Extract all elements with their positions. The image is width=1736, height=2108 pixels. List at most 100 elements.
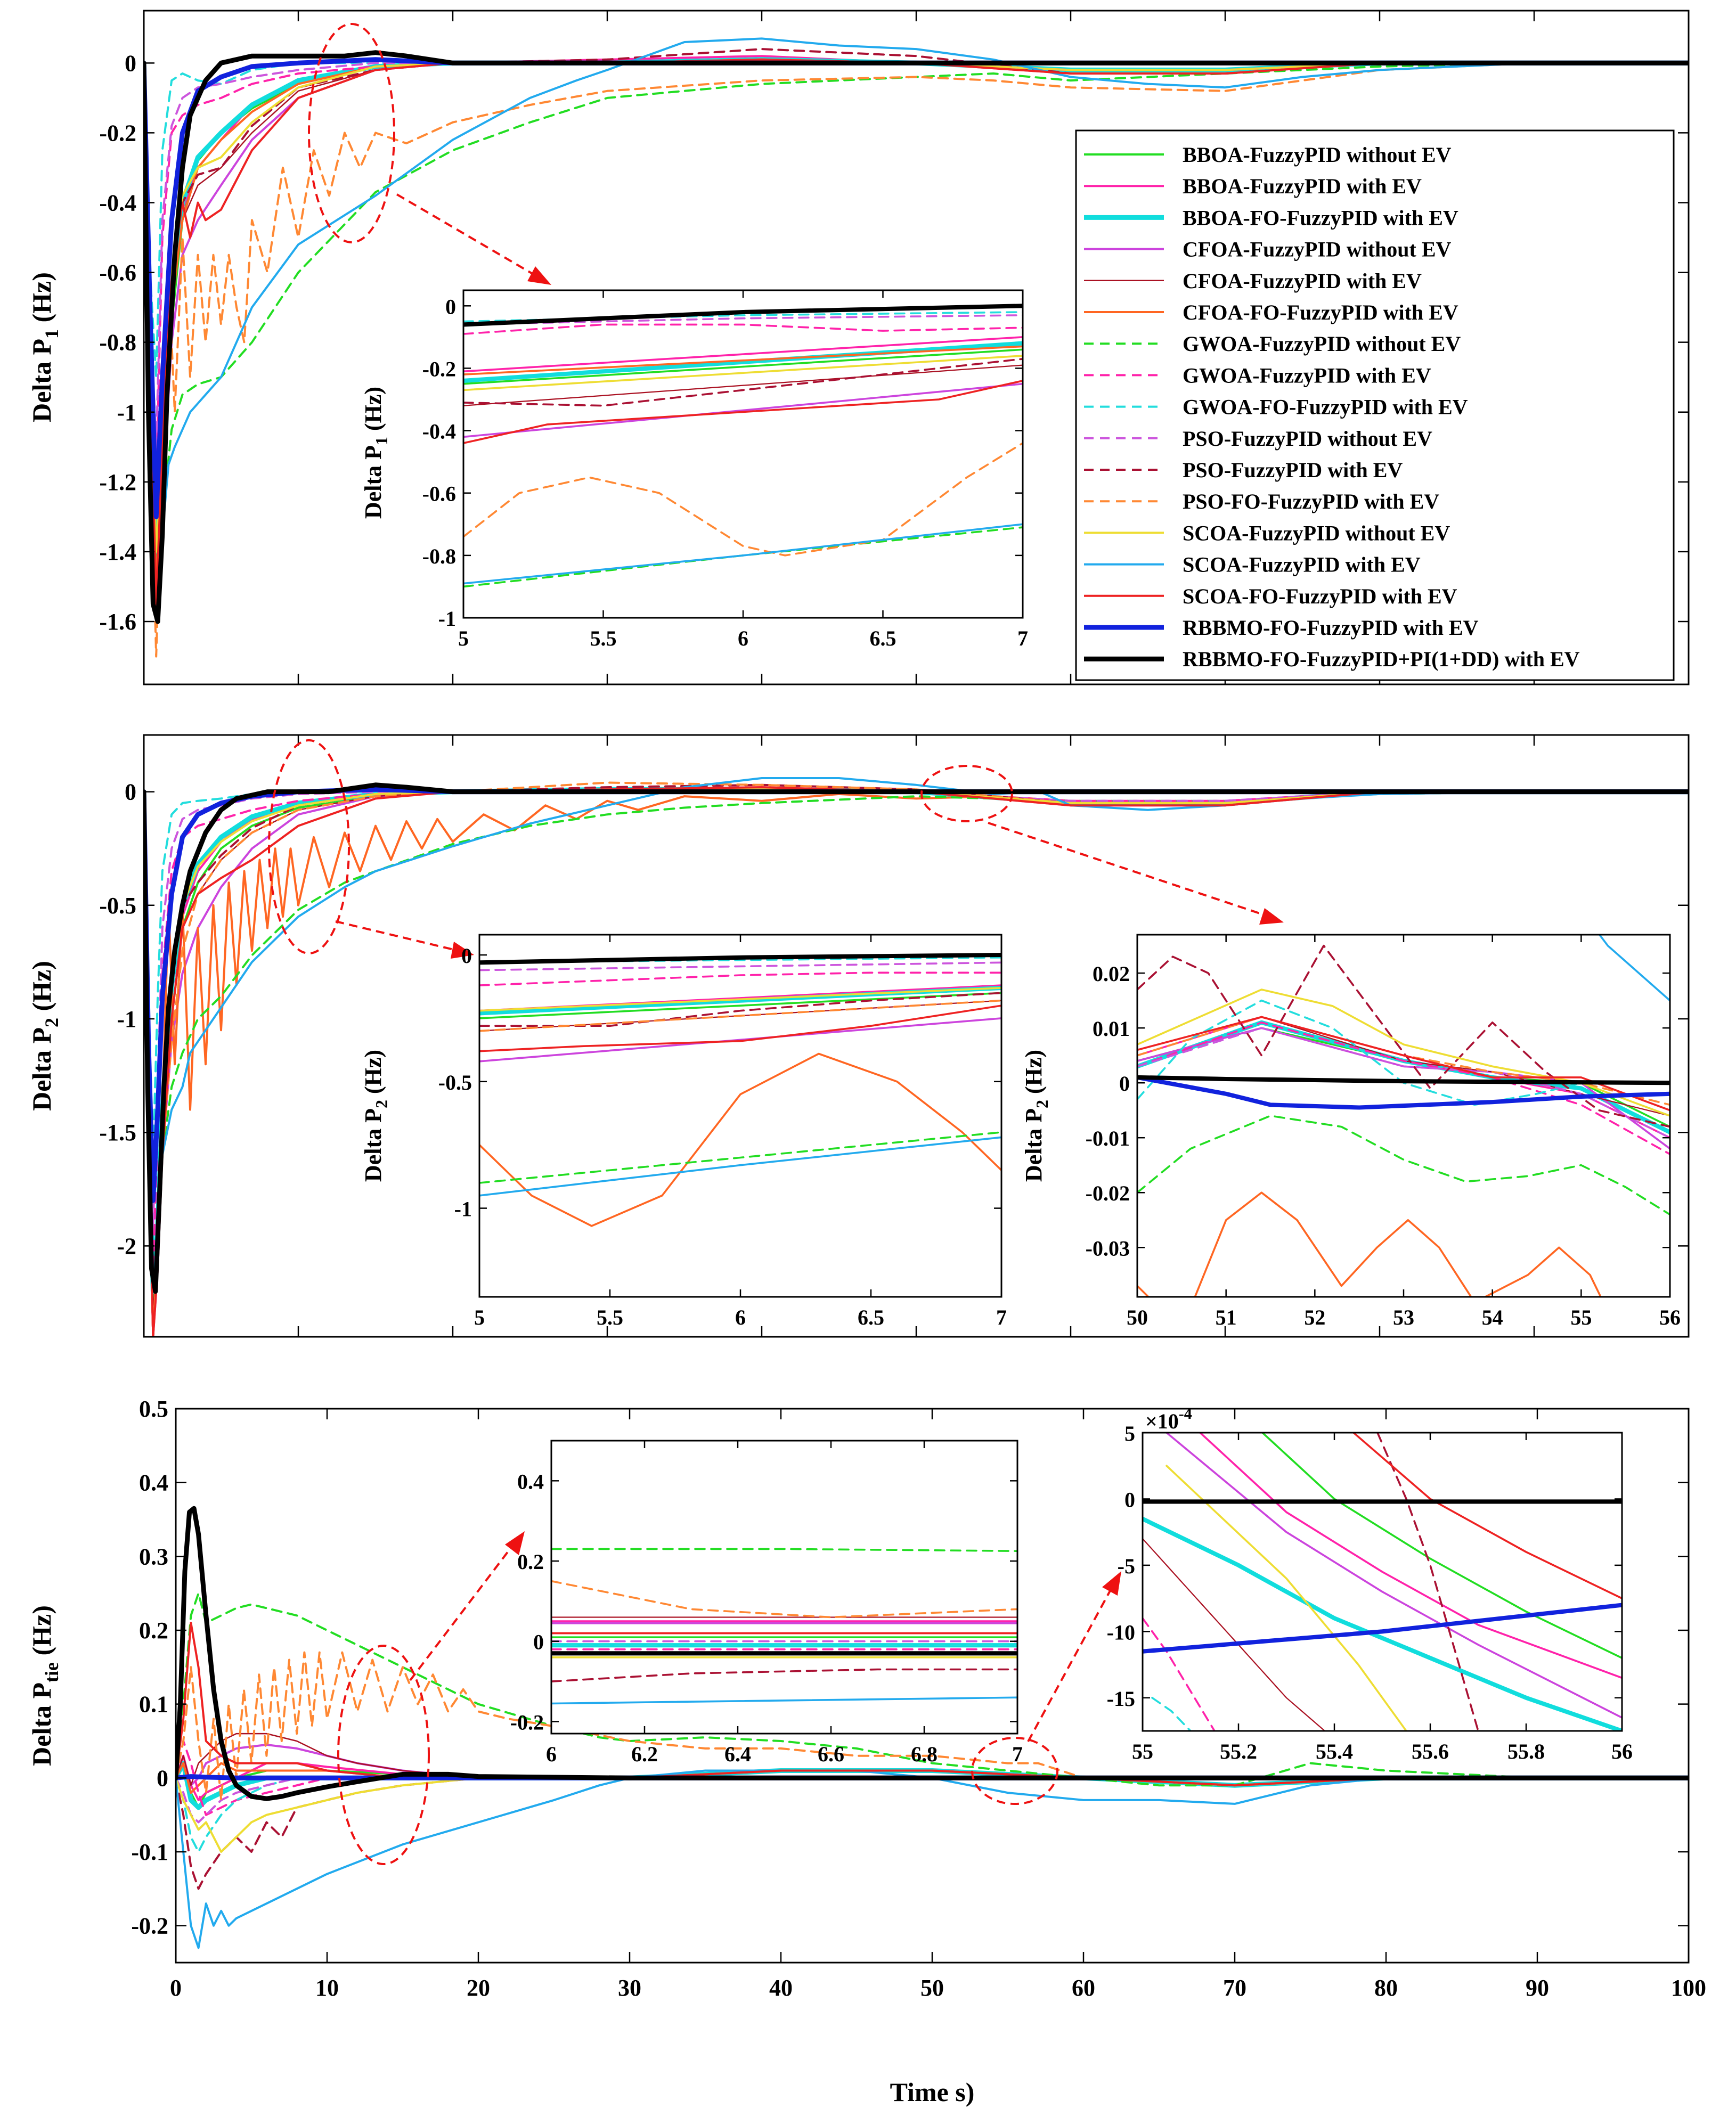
series-line-scoa-fo-fuzzypid-with-ev xyxy=(1352,1433,1622,1599)
ptie-inset-b-y-tick-label: 5 xyxy=(1124,1421,1135,1445)
p2-inset-a-y-tick-label: -1 xyxy=(454,1197,472,1221)
p2-inset-b-x-tick-label: 55 xyxy=(1570,1305,1592,1329)
ptie-x-tick-label: 30 xyxy=(618,1975,641,2001)
p2-inset-a: 5 5.5 6 6.5 7 0 -0.5 -1 Delta P2 (Hz) xyxy=(360,934,1007,1329)
p2-inset-b-tick-group: 50 51 52 53 54 55 56 0.02 0.01 0 -0.01 -0.02 -0.03 xyxy=(1086,935,1681,1329)
series-line-gwoa-fo-fuzzypid-with-ev xyxy=(1151,1697,1192,1731)
p2-inset-a-tick-group: 5 5.5 6 6.5 7 0 -0.5 -1 xyxy=(438,935,1007,1329)
ptie-x-tick-label: 100 xyxy=(1671,1975,1706,2001)
legend-label: SCOA-FO-FuzzyPID with EV xyxy=(1183,584,1457,608)
series-line-cfoa-fuzzypid-without-ev xyxy=(463,382,1023,438)
ptie-inset-a-x-tick-label: 6.6 xyxy=(818,1742,844,1766)
legend-label: PSO-FuzzyPID with EV xyxy=(1183,458,1403,482)
p1-y-tick-label: -0.2 xyxy=(99,120,136,146)
series-line-gwoa-fuzzypid-with-ev xyxy=(1143,1617,1216,1731)
legend-entry: PSO-FO-FuzzyPID with EV xyxy=(1084,489,1439,513)
legend-label: RBBMO-FO-FuzzyPID+PI(1+DD) with EV xyxy=(1183,647,1580,671)
ptie-inset-b: 55 55.2 55.4 55.6 55.8 56 5 0 -5 -10 -15 ×10-4 xyxy=(1107,1405,1633,1763)
p2-y-tick-label: -1.5 xyxy=(99,1120,136,1146)
series-line-pso-fo-fuzzypid-with-ev xyxy=(479,999,1001,1032)
p2-inset-b-y-tick-label: 0.01 xyxy=(1093,1017,1130,1041)
ptie-inset-b-y-tick-label: -15 xyxy=(1107,1687,1135,1711)
ptie-x-tick-label: 80 xyxy=(1374,1975,1398,2001)
ptie-inset-a-y-tick-label: 0 xyxy=(533,1630,544,1654)
p2-inset-b-x-tick-label: 54 xyxy=(1482,1305,1503,1329)
ptie-zoom-arrowhead-a xyxy=(505,1531,525,1555)
p2-zoom-arrow-a xyxy=(335,920,459,952)
series-line-scoa-fuzzypid-with-ev xyxy=(479,1136,1001,1197)
p2-inset-b-y-tick-label: 0.02 xyxy=(1093,962,1130,986)
p1-inset-y-tick-label: -0.4 xyxy=(422,420,456,444)
series-line-pso-fuzzypid-with-ev xyxy=(463,358,1023,407)
series-line-pso-fuzzypid-without-ev xyxy=(479,961,1001,971)
legend-label: BBOA-FuzzyPID with EV xyxy=(1183,174,1422,198)
ptie-x-tick-label: 20 xyxy=(467,1975,490,2001)
ptie-inset-b-y-tick-label: 0 xyxy=(1124,1488,1135,1511)
series-line-pso-fuzzypid-with-ev xyxy=(551,1668,1017,1682)
legend-entry: PSO-FuzzyPID without EV xyxy=(1084,427,1432,451)
p1-zoom-arrowhead xyxy=(527,266,551,285)
series-line-scoa-fuzzypid-with-ev xyxy=(551,1696,1017,1705)
p1-inset-series-group xyxy=(463,304,1023,588)
p2-y-tick-label: 0 xyxy=(125,779,136,805)
legend-entry: BBOA-FO-FuzzyPID with EV xyxy=(1084,206,1458,230)
p2-inset-b-series-group xyxy=(1137,935,1670,1297)
p1-inset-y-tick-label: -0.2 xyxy=(422,357,456,381)
ptie-x-tick-label: 40 xyxy=(769,1975,793,2001)
series-line-cfoa-fo-fuzzypid-with-ev xyxy=(479,1052,1001,1227)
ptie-x-tick-label: 70 xyxy=(1223,1975,1246,2001)
p2-series-group xyxy=(144,777,1689,1337)
series-line-pso-fo-fuzzypid-with-ev xyxy=(144,62,1689,658)
series-line-rbbmo-fo-fuzzypid-pi-1-dd-with-ev xyxy=(463,304,1023,327)
panel-delta-p1: 0 -0.2 -0.4 -0.6 -0.8 -1 -1.2 -1.4 -1.6 Delta P1… xyxy=(27,10,1690,685)
p1-inset-x-tick-label: 7 xyxy=(1017,626,1028,650)
ptie-inset-b-x-tick-label: 55.2 xyxy=(1220,1739,1257,1763)
series-line-scoa-fo-fuzzypid-with-ev xyxy=(144,58,1689,606)
ptie-inset-a-frame xyxy=(550,1440,1018,1735)
legend-entry: CFOA-FuzzyPID without EV xyxy=(1084,238,1452,262)
ptie-zoom-arrowhead-b xyxy=(1102,1571,1121,1596)
legend-entry: SCOA-FuzzyPID with EV xyxy=(1084,553,1421,577)
p1-inset-y-tick-label: -0.6 xyxy=(422,482,456,506)
series-line-rbbmo-fo-fuzzypid-pi-1-dd-with-ev xyxy=(1137,1075,1670,1085)
legend-label: SCOA-FuzzyPID without EV xyxy=(1183,521,1450,545)
ptie-zoom-arrow-b xyxy=(1027,1589,1112,1742)
series-line-scoa-fuzzypid-with-ev xyxy=(463,523,1023,585)
series-line-bboa-fuzzypid-without-ev xyxy=(1261,1433,1622,1659)
series-line-pso-fuzzypid-without-ev xyxy=(463,314,1023,326)
ptie-x-tick-label: 90 xyxy=(1526,1975,1549,2001)
p1-inset-y-tick-label: -0.8 xyxy=(422,544,456,568)
ptie-inset-b-x-tick-label: 55.8 xyxy=(1507,1739,1545,1763)
series-line-gwoa-fuzzypid-with-ev xyxy=(463,323,1023,335)
p1-inset: 5 5.5 6 6.5 7 0 -0.2 -0.4 -0.6 -0.8 -1 Delta P1 (H… xyxy=(360,289,1028,650)
legend-entry: SCOA-FO-FuzzyPID with EV xyxy=(1084,584,1457,608)
ptie-inset-b-y-tick-label: -10 xyxy=(1107,1620,1135,1644)
legend-items: BBOA-FuzzyPID without EV BBOA-FuzzyPID wi… xyxy=(1084,143,1580,671)
p1-zoom-ellipse xyxy=(308,23,395,243)
series-line-scoa-fo-fuzzypid-with-ev xyxy=(479,1004,1001,1052)
p2-inset-b-x-tick-label: 50 xyxy=(1127,1305,1148,1329)
panel-delta-p2: 0 -0.5 -1 -1.5 -2 Delta P2 (Hz) 5 5.5 6 6.5 7 0 -0… xyxy=(27,734,1690,1338)
ptie-zoom-arrow-a xyxy=(409,1546,512,1681)
ptie-inset-b-background xyxy=(1143,1433,1622,1731)
ptie-y-tick-label: 0.1 xyxy=(139,1692,168,1718)
series-line-scoa-fuzzypid-without-ev xyxy=(479,987,1001,1012)
series-line-bboa-fo-fuzzypid-with-ev xyxy=(1143,1516,1622,1731)
ptie-inset-a-x-tick-label: 6.8 xyxy=(911,1742,938,1766)
legend-label: SCOA-FuzzyPID with EV xyxy=(1183,553,1421,577)
ptie-inset-a-x-tick-label: 6.4 xyxy=(724,1742,751,1766)
p1-zoom-arrow xyxy=(396,193,539,278)
p1-y-tick-label: -1 xyxy=(117,399,136,426)
legend-label: BBOA-FuzzyPID without EV xyxy=(1183,143,1452,167)
p2-inset-a-y-axis-label: Delta P2 (Hz) xyxy=(360,1050,391,1182)
p2-inset-a-series-group xyxy=(479,952,1001,1227)
series-line-bboa-fo-fuzzypid-with-ev xyxy=(463,341,1023,383)
ptie-inset-b-y-tick-label: -5 xyxy=(1118,1554,1135,1578)
ptie-y-tick-label: -0.1 xyxy=(131,1839,168,1865)
ptie-x-tick-label: 0 xyxy=(170,1975,182,2001)
p2-inset-b-y-tick-label: -0.02 xyxy=(1086,1181,1130,1205)
legend-label: CFOA-FuzzyPID with EV xyxy=(1183,269,1422,293)
legend-label: GWOA-FuzzyPID with EV xyxy=(1183,363,1431,387)
p1-y-tick-label: -1.2 xyxy=(99,469,136,495)
